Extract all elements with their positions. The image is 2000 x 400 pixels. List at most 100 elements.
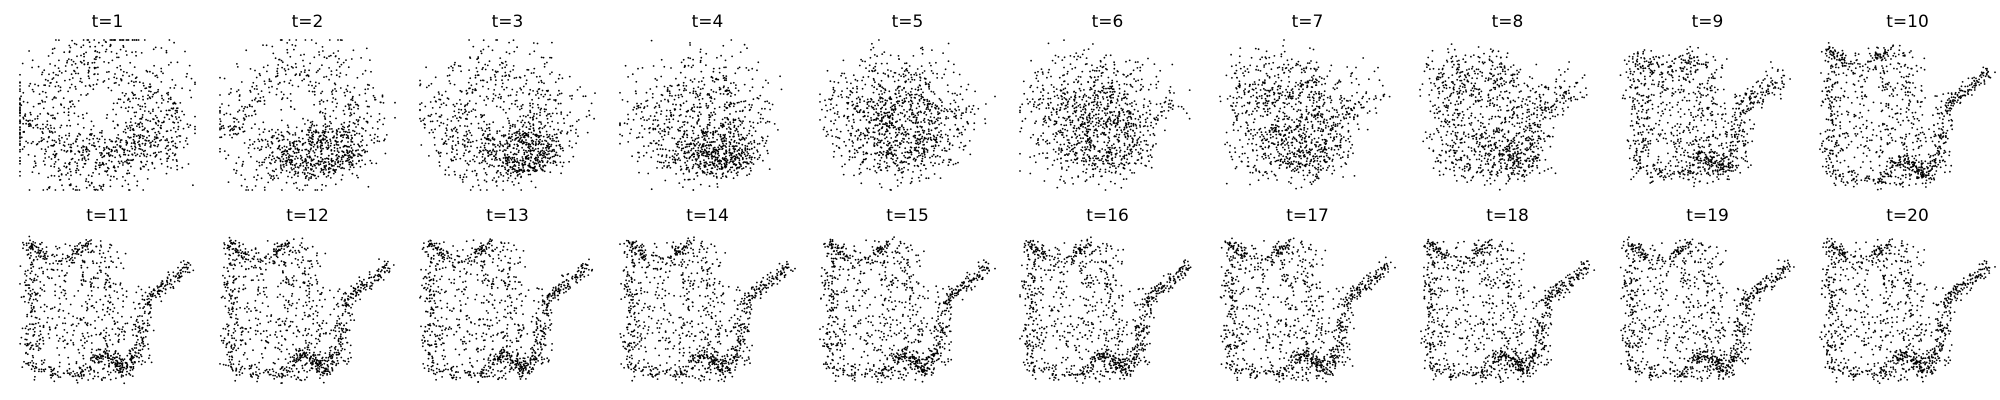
scatter-point — [833, 122, 835, 125]
scatter-point — [643, 119, 646, 121]
scatter-point — [670, 115, 673, 118]
scatter-point — [723, 109, 726, 112]
scatter-point — [500, 95, 502, 98]
scatter-point — [104, 170, 106, 173]
scatter-point — [846, 81, 848, 83]
scatter-point — [102, 163, 104, 165]
scatter-point — [317, 159, 320, 162]
scatter-point — [428, 131, 431, 134]
scatter-point — [528, 122, 531, 125]
scatter-point — [664, 98, 666, 101]
scatter-point — [366, 150, 369, 153]
scatter-point — [104, 40, 107, 43]
scatter-point — [322, 147, 324, 150]
scatter-point — [523, 153, 526, 156]
scatter-point — [339, 87, 342, 89]
scatter-point — [549, 125, 552, 128]
scatter-point — [353, 106, 355, 109]
scatter-point — [496, 70, 499, 73]
scatter-point — [366, 83, 369, 86]
scatter-point — [170, 114, 173, 117]
scatter-point — [639, 106, 642, 109]
scatter-point — [156, 116, 158, 119]
scatter-point — [451, 151, 453, 153]
scatter-point — [243, 142, 246, 144]
scatter-point — [136, 184, 138, 187]
scatter-point — [182, 127, 185, 130]
scatter-point — [186, 143, 189, 145]
scatter-point — [539, 121, 542, 123]
scatter-point — [306, 155, 309, 158]
scatter-point — [911, 102, 914, 105]
scatter-point — [500, 61, 503, 64]
scatter-point — [114, 73, 116, 75]
scatter-point — [943, 110, 945, 113]
scatter-point — [327, 157, 330, 160]
scatter-point — [174, 102, 177, 105]
scatter-point — [894, 131, 897, 134]
scatter-point — [741, 122, 743, 124]
scatter-point — [728, 89, 731, 92]
scatter-point — [921, 155, 924, 158]
scatter-point — [106, 71, 108, 73]
scatter-point — [461, 143, 464, 146]
scatter-point — [508, 161, 511, 164]
scatter-point — [65, 166, 68, 169]
scatter-point — [473, 160, 476, 163]
scatter-point — [101, 156, 104, 159]
scatter-point — [677, 96, 680, 99]
scatter-point — [542, 147, 544, 149]
scatter-point — [688, 145, 691, 148]
scatter-point — [720, 122, 722, 125]
scatter-point — [460, 70, 462, 73]
scatter-point — [532, 150, 535, 152]
scatter-point — [115, 81, 117, 84]
scatter-point — [757, 97, 760, 100]
scatter-point — [262, 121, 265, 124]
scatter-point — [677, 143, 680, 146]
scatter-point — [111, 155, 114, 157]
scatter-point — [543, 150, 545, 153]
scatter-point — [130, 165, 132, 168]
scatter-point — [707, 106, 709, 109]
scatter-point — [50, 81, 52, 84]
scatter-point — [254, 69, 256, 72]
scatter-point — [85, 51, 87, 54]
scatter-point — [370, 115, 372, 118]
scatter-point — [40, 137, 43, 139]
scatter-point — [515, 153, 518, 156]
scatter-point — [750, 143, 753, 145]
scatter-point — [355, 132, 358, 135]
scatter-point — [278, 82, 281, 84]
scatter-point — [94, 45, 97, 48]
scatter-point — [718, 67, 721, 70]
scatter-point — [866, 167, 869, 170]
scatter-point — [533, 166, 536, 169]
scatter-point — [135, 97, 137, 100]
scatter-point — [339, 160, 342, 163]
scatter-point — [460, 103, 462, 105]
scatter-point — [309, 140, 312, 143]
scatter-point — [725, 128, 728, 130]
scatter-point — [320, 160, 323, 163]
scatter-point — [149, 70, 151, 73]
scatter-point — [717, 153, 719, 155]
scatter-point — [97, 73, 99, 75]
scatter-point — [234, 132, 237, 135]
scatter-point — [134, 122, 137, 124]
scatter-point — [916, 126, 919, 129]
scatter-point — [336, 153, 338, 156]
scatter-point — [70, 83, 73, 86]
scatter-point — [295, 66, 298, 69]
scatter-point — [125, 39, 128, 41]
scatter-point — [748, 148, 751, 151]
scatter-point — [561, 147, 564, 150]
scatter-point — [556, 94, 559, 96]
scatter-point — [926, 149, 929, 152]
scatter-point — [540, 123, 543, 125]
scatter-point — [536, 169, 538, 172]
scatter-point — [459, 176, 462, 179]
scatter-point — [34, 83, 36, 86]
scatter-point — [47, 79, 49, 82]
scatter-point — [872, 136, 874, 138]
